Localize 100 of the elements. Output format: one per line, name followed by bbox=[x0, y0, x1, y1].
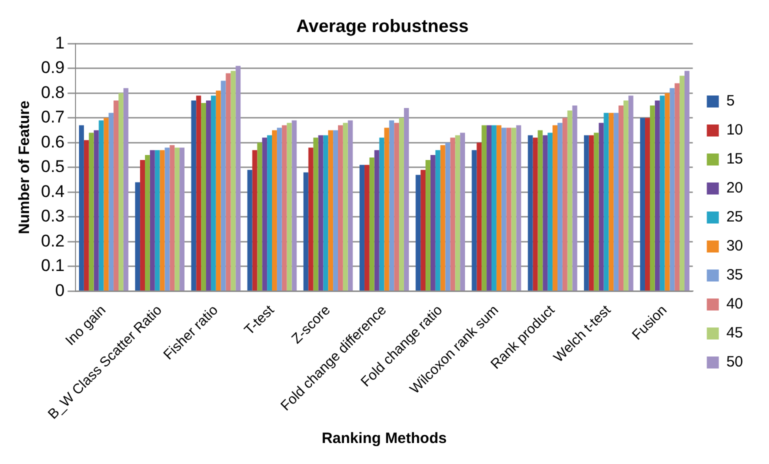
y-tick-label: 0.7 bbox=[40, 108, 65, 127]
bar bbox=[276, 128, 282, 290]
bar bbox=[94, 130, 99, 290]
legend-label: 40 bbox=[726, 296, 744, 313]
x-axis-title: Ranking Methods bbox=[322, 430, 447, 448]
legend-label: 10 bbox=[726, 122, 744, 139]
bar bbox=[313, 138, 318, 290]
bar bbox=[567, 110, 572, 290]
bar bbox=[645, 118, 650, 290]
bar bbox=[598, 122, 604, 290]
bar bbox=[426, 160, 430, 290]
bar bbox=[608, 112, 614, 290]
bar bbox=[542, 135, 548, 290]
bar bbox=[374, 150, 380, 290]
y-tick-label: 0.6 bbox=[40, 132, 65, 152]
bar bbox=[180, 148, 184, 290]
bar bbox=[670, 88, 675, 290]
bar bbox=[416, 174, 421, 290]
bar bbox=[164, 148, 170, 290]
bar bbox=[323, 135, 328, 290]
bar bbox=[430, 155, 436, 290]
bar bbox=[538, 130, 543, 290]
bar bbox=[594, 132, 599, 290]
bar bbox=[140, 160, 145, 290]
bar bbox=[664, 93, 670, 290]
bar bbox=[588, 135, 594, 290]
bar bbox=[614, 112, 619, 290]
bar bbox=[528, 135, 533, 290]
bar bbox=[104, 118, 109, 290]
bar bbox=[472, 150, 477, 290]
bar bbox=[114, 100, 118, 290]
bar bbox=[267, 135, 272, 290]
bar bbox=[174, 148, 180, 290]
bar bbox=[650, 106, 655, 290]
bar bbox=[572, 106, 578, 290]
y-tick-label: 0.2 bbox=[40, 231, 65, 250]
bar bbox=[660, 96, 665, 290]
bar bbox=[562, 118, 568, 290]
bar bbox=[84, 140, 89, 290]
bar bbox=[674, 83, 680, 290]
bar bbox=[364, 164, 370, 290]
bar bbox=[201, 103, 206, 290]
bar bbox=[604, 112, 609, 290]
bar bbox=[435, 150, 440, 290]
legend-label: 15 bbox=[726, 150, 744, 168]
bar bbox=[506, 128, 512, 290]
legend-label: 35 bbox=[726, 266, 744, 284]
bar bbox=[252, 150, 258, 290]
legend-label: 45 bbox=[726, 324, 744, 342]
bar bbox=[170, 145, 175, 290]
y-tick-label: 0.8 bbox=[40, 82, 65, 102]
bar bbox=[154, 150, 160, 290]
bar bbox=[303, 172, 308, 290]
y-axis-title: Number of Feature bbox=[16, 100, 34, 234]
bar bbox=[257, 142, 262, 290]
bar bbox=[623, 100, 628, 290]
y-tick-label: 0.1 bbox=[40, 256, 65, 276]
bar bbox=[369, 157, 374, 290]
bar bbox=[79, 125, 84, 290]
y-tick-label: 0 bbox=[55, 280, 65, 300]
bar bbox=[440, 145, 446, 290]
bar bbox=[282, 125, 287, 290]
bar bbox=[333, 130, 338, 290]
bar bbox=[308, 148, 314, 290]
bar bbox=[210, 96, 216, 290]
bar bbox=[262, 138, 268, 290]
bar bbox=[196, 96, 202, 290]
bar bbox=[191, 100, 196, 290]
bar bbox=[399, 118, 404, 290]
bar bbox=[445, 142, 450, 290]
bar bbox=[220, 80, 226, 290]
legend-label: 25 bbox=[726, 208, 744, 226]
bar bbox=[135, 182, 140, 290]
bar bbox=[286, 122, 292, 290]
bar bbox=[108, 112, 114, 290]
bar bbox=[150, 150, 155, 290]
bar bbox=[476, 142, 482, 290]
bar bbox=[511, 128, 516, 290]
bar bbox=[628, 96, 634, 290]
bar bbox=[247, 170, 252, 290]
bar bbox=[230, 70, 236, 290]
bar bbox=[455, 135, 460, 290]
bar bbox=[496, 125, 502, 290]
bar bbox=[394, 122, 400, 290]
bar bbox=[654, 100, 660, 290]
bar bbox=[318, 135, 324, 290]
legend-label: 20 bbox=[726, 180, 744, 197]
chart-title: Average robustness bbox=[296, 16, 469, 36]
bar bbox=[160, 150, 165, 290]
bar bbox=[342, 122, 348, 290]
bar bbox=[501, 128, 506, 290]
bar bbox=[328, 130, 334, 290]
bar bbox=[88, 132, 94, 290]
bar bbox=[348, 120, 353, 290]
bar bbox=[492, 125, 496, 290]
bar bbox=[384, 128, 390, 290]
bar bbox=[292, 120, 297, 290]
y-tick-label: 0.5 bbox=[40, 157, 65, 176]
bar bbox=[584, 135, 589, 290]
bar bbox=[236, 66, 241, 290]
